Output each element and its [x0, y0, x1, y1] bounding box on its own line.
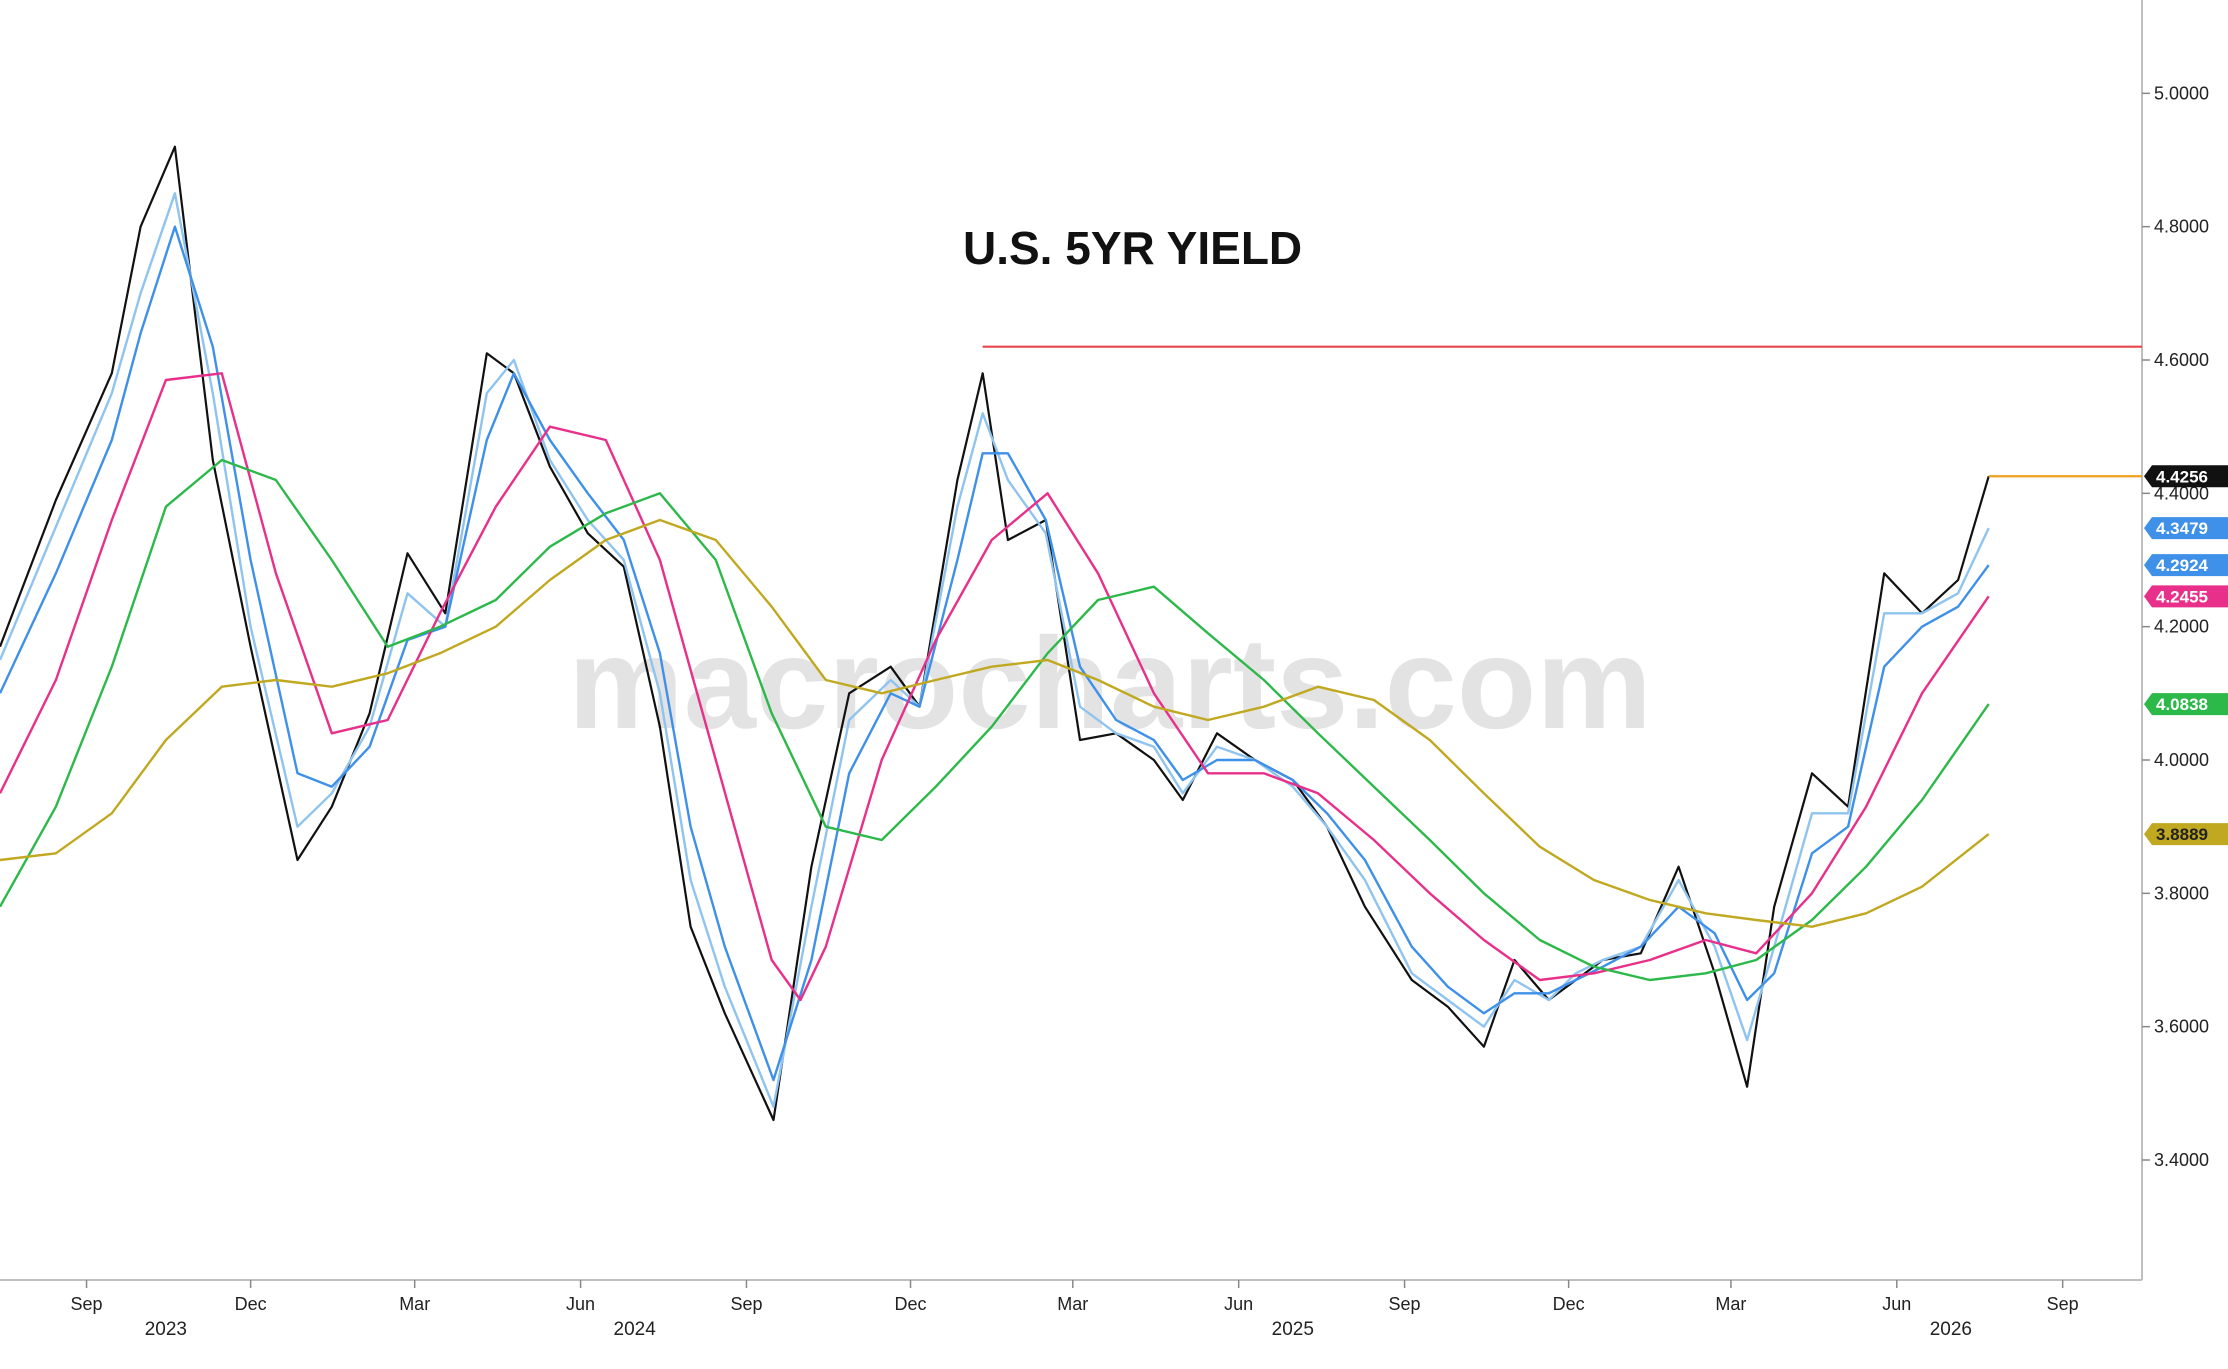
series-line-1	[0, 192, 1990, 1108]
value-badge-label: 4.2455	[2156, 587, 2208, 606]
series-line-2	[0, 225, 1990, 1082]
y-tick-label: 4.2000	[2154, 617, 2209, 637]
x-tick-label: Jun	[1224, 1294, 1253, 1314]
x-tick-label: Dec	[1553, 1294, 1585, 1314]
y-tick-label: 4.6000	[2154, 350, 2209, 370]
x-tick-label: Sep	[71, 1294, 103, 1314]
value-badge-label: 3.8889	[2156, 825, 2208, 844]
series-line-5	[0, 518, 1990, 928]
x-tick-label: Jun	[1882, 1294, 1911, 1314]
series-line-4	[0, 458, 1990, 982]
x-tick-label: Dec	[235, 1294, 267, 1314]
x-tick-label: Sep	[1389, 1294, 1421, 1314]
x-tick-label: Mar	[1715, 1294, 1746, 1314]
x-tick-label: Sep	[2047, 1294, 2079, 1314]
x-year-label: 2026	[1930, 1319, 1972, 1340]
value-badge	[2144, 517, 2228, 540]
x-tick-label: Jun	[566, 1294, 595, 1314]
price-series-line	[0, 145, 1990, 1122]
value-badge	[2144, 554, 2228, 577]
x-tick-label: Sep	[730, 1294, 762, 1314]
value-badge	[2144, 823, 2228, 846]
x-year-label: 2025	[1272, 1319, 1314, 1340]
x-tick-label: Mar	[1057, 1294, 1088, 1314]
y-tick-label: 5.0000	[2154, 83, 2209, 103]
value-badge-label: 4.3479	[2156, 519, 2208, 538]
y-tick-label: 3.4000	[2154, 1150, 2209, 1170]
value-badge-label: 4.0838	[2156, 695, 2208, 714]
x-tick-label: Dec	[895, 1294, 927, 1314]
value-badge	[2144, 465, 2228, 488]
y-tick-label: 4.4000	[2154, 483, 2209, 503]
chart-title: U.S. 5YR YIELD	[963, 222, 1302, 274]
value-badge	[2144, 585, 2228, 608]
x-tick-label: Mar	[399, 1294, 430, 1314]
value-badge-label: 4.4256	[2156, 467, 2208, 486]
value-badge-label: 4.2924	[2156, 556, 2209, 575]
watermark-text: macrocharts.com	[568, 610, 1652, 756]
y-tick-label: 4.0000	[2154, 750, 2209, 770]
y-tick-label: 4.8000	[2154, 217, 2209, 237]
x-year-label: 2023	[145, 1319, 187, 1340]
series-line-3	[0, 372, 1990, 1002]
x-year-label: 2024	[614, 1319, 657, 1340]
y-tick-label: 3.8000	[2154, 883, 2209, 903]
value-badge	[2144, 693, 2228, 716]
y-tick-label: 3.6000	[2154, 1017, 2209, 1037]
